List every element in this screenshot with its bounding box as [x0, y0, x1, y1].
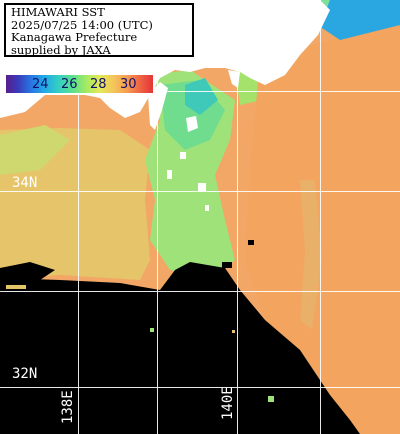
map-title-box: HIMAWARI SST 2025/07/25 14:00 (UTC) Kanaga… [4, 3, 194, 57]
lat-label-32n: 32N [12, 366, 38, 382]
legend-tick-26: 26 [61, 77, 78, 92]
sst-east-warm [245, 20, 400, 434]
legend-tick-24: 24 [32, 77, 49, 92]
lat-label-34n: 34N [12, 175, 38, 191]
data-speck [232, 330, 235, 333]
data-speck [268, 396, 274, 402]
lon-label-140e: 140E [220, 386, 236, 420]
island-niijima [167, 170, 172, 179]
legend-tick-28: 28 [90, 77, 107, 92]
data-speck [6, 285, 26, 289]
lon-label-138e: 138E [60, 390, 76, 424]
legend-tick-30: 30 [120, 77, 137, 92]
no-data-speck [248, 240, 254, 245]
no-data-speck [222, 262, 232, 268]
title-line-4: supplied by JAXA [11, 42, 111, 57]
island-miyake [198, 183, 206, 191]
sst-color-legend: 24 26 28 30 [4, 73, 155, 95]
title-line-2: 2025/07/25 14:00 (UTC) [11, 17, 153, 32]
no-data-south [0, 262, 360, 434]
legend-color-bar [6, 75, 153, 93]
sst-west-cool [0, 125, 70, 175]
title-line-3: Kanagawa Prefecture [11, 30, 138, 44]
island-mikura [205, 205, 209, 211]
sst-bay-cold [185, 78, 218, 115]
no-data-west-patch [0, 262, 55, 282]
island-toshima [180, 152, 186, 159]
sst-east-stripe [300, 180, 322, 330]
data-speck [150, 328, 154, 332]
island-oshima [186, 116, 198, 132]
title-line-1: HIMAWARI SST [11, 5, 105, 19]
